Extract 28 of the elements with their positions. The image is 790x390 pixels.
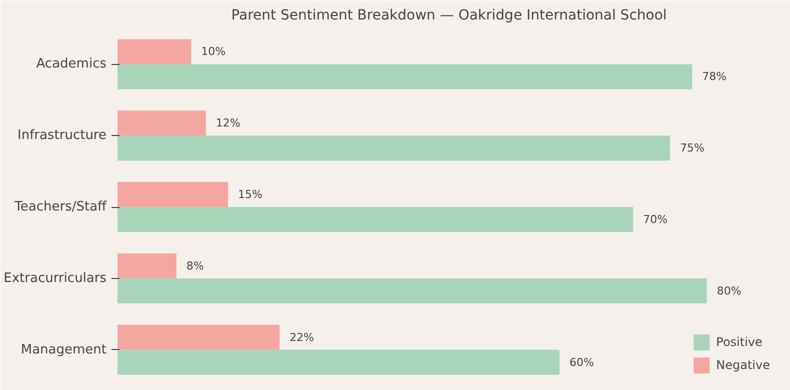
bar bbox=[118, 278, 707, 304]
legend-label: Negative bbox=[716, 358, 770, 372]
y-tick-label: Academics bbox=[36, 56, 107, 72]
data-label: 12% bbox=[216, 116, 240, 130]
y-tick-label: Infrastructure bbox=[18, 128, 107, 144]
data-label: 80% bbox=[716, 284, 742, 298]
data-label: 10% bbox=[201, 45, 226, 58]
bar bbox=[118, 136, 670, 161]
data-label: 60% bbox=[570, 356, 594, 369]
y-tick-label: Teachers/Staff bbox=[14, 200, 108, 214]
bar bbox=[118, 182, 228, 207]
data-label: 75% bbox=[680, 142, 704, 155]
bar bbox=[118, 207, 634, 232]
data-label: 8% bbox=[186, 259, 204, 272]
data-label: 70% bbox=[643, 212, 668, 226]
data-label: 22% bbox=[290, 330, 314, 344]
bar bbox=[118, 39, 192, 64]
y-tick-label: Extracurriculars bbox=[4, 270, 107, 286]
chart-title: Parent Sentiment Breakdown — Oakridge International School bbox=[231, 8, 667, 24]
bar bbox=[118, 350, 560, 375]
bar bbox=[118, 324, 280, 350]
bar bbox=[118, 64, 692, 90]
legend-label: Positive bbox=[716, 335, 762, 349]
bar bbox=[118, 110, 206, 136]
y-tick-label: Management bbox=[20, 342, 107, 358]
data-label: 15% bbox=[238, 188, 262, 202]
data-label: 78% bbox=[702, 70, 727, 84]
bar bbox=[118, 253, 176, 278]
